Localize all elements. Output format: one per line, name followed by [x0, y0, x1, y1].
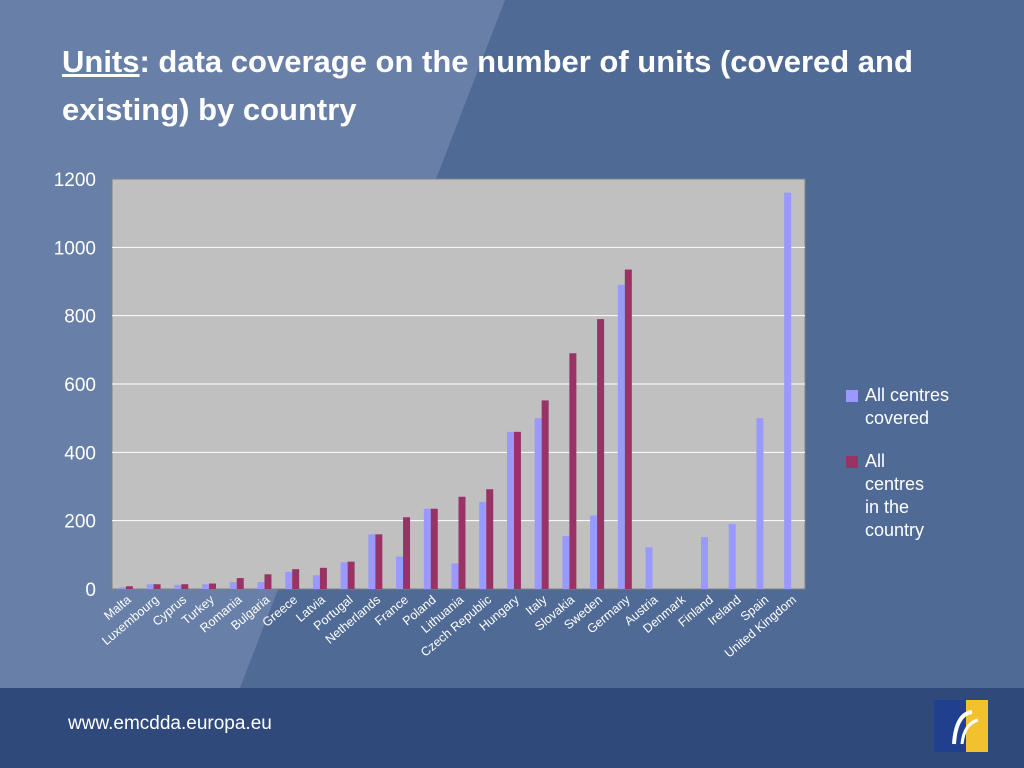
footer-bar — [0, 688, 1024, 768]
bar-covered — [534, 418, 542, 589]
bar-existing — [569, 353, 577, 589]
bar-covered — [728, 524, 736, 589]
legend-item-existing: All centres in the country — [846, 450, 995, 542]
y-tick-label: 0 — [85, 580, 96, 601]
bar-covered — [202, 584, 210, 589]
bar-existing — [624, 269, 632, 589]
bar-covered — [257, 582, 265, 589]
bar-covered — [451, 563, 459, 589]
bar-covered — [146, 584, 154, 589]
emcdda-logo-icon — [934, 700, 988, 752]
bar-existing — [181, 584, 189, 589]
bar-covered — [368, 534, 376, 589]
bar-covered — [312, 575, 320, 589]
bar-covered — [700, 537, 708, 589]
bar-covered — [590, 515, 598, 589]
legend-label-covered: All centres covered — [865, 385, 950, 428]
bar-existing — [347, 561, 355, 589]
bar-existing — [236, 578, 244, 589]
bar-existing — [292, 569, 300, 589]
bar-covered — [285, 571, 293, 589]
bar-covered — [229, 582, 237, 589]
bar-existing — [430, 508, 438, 589]
bar-existing — [209, 583, 217, 589]
legend-label-existing: All centres in the country — [865, 451, 925, 540]
chart-legend: All centres covered All centres in the c… — [846, 384, 995, 558]
bar-covered — [506, 431, 514, 589]
bar-covered — [118, 587, 126, 589]
y-tick-label: 400 — [64, 443, 96, 464]
bar-covered — [340, 562, 348, 589]
bar-covered — [562, 536, 570, 589]
footer-url[interactable]: www.emcdda.europa.eu — [68, 713, 272, 734]
bar-covered — [756, 418, 764, 589]
title-lead: Units — [62, 44, 140, 79]
bar-covered — [423, 508, 431, 589]
bar-existing — [513, 431, 521, 589]
slide-title: Units: data coverage on the number of un… — [62, 38, 962, 134]
bar-existing — [153, 584, 161, 589]
bar-existing — [403, 517, 411, 589]
bar-covered — [479, 501, 487, 589]
bar-existing — [125, 586, 133, 589]
bar-covered — [645, 547, 653, 589]
bar-existing — [319, 567, 327, 589]
bar-existing — [375, 534, 383, 589]
bar-covered — [396, 556, 404, 589]
y-tick-label: 200 — [64, 512, 96, 533]
bar-covered — [174, 584, 182, 589]
y-tick-label: 600 — [64, 375, 96, 396]
y-tick-label: 800 — [64, 307, 96, 328]
y-tick-label: 1200 — [54, 170, 96, 191]
legend-swatch-existing — [846, 456, 858, 468]
legend-swatch-covered — [846, 390, 858, 402]
y-tick-label: 1000 — [54, 238, 96, 259]
bar-covered — [784, 192, 792, 589]
bar-existing — [597, 319, 605, 589]
bar-existing — [458, 496, 466, 589]
bar-existing — [264, 574, 272, 589]
title-rest: : data coverage on the number of units (… — [62, 44, 913, 127]
bar-existing — [486, 489, 494, 589]
legend-item-covered: All centres covered — [846, 384, 995, 430]
bar-existing — [541, 400, 549, 589]
bar-covered — [617, 284, 625, 589]
